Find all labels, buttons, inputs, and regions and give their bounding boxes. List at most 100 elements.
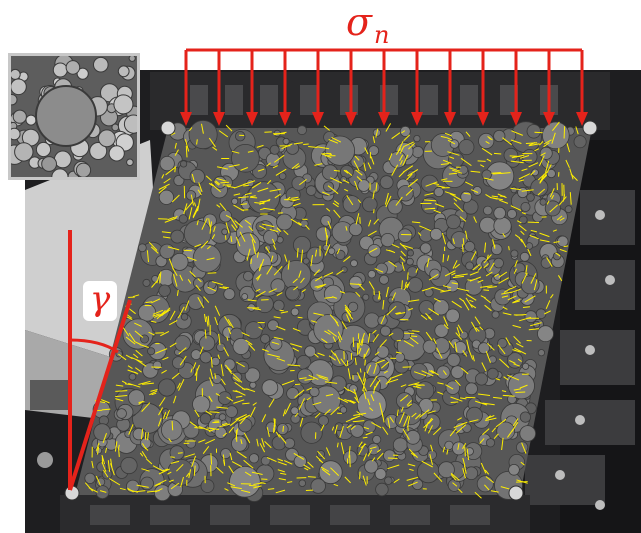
displacement-vector: [379, 339, 387, 348]
displacement-vector: [395, 312, 401, 315]
particle: [127, 389, 145, 407]
displacement-vector: [396, 409, 399, 416]
displacement-vector: [331, 426, 335, 431]
displacement-vector: [353, 388, 359, 400]
displacement-vector: [343, 169, 349, 174]
displacement-vector: [215, 393, 220, 397]
displacement-vector: [194, 409, 200, 418]
displacement-vector: [158, 186, 167, 194]
displacement-vector: [207, 286, 217, 292]
displacement-vector: [178, 347, 187, 355]
displacement-vector: [510, 288, 521, 294]
displacement-vector: [358, 339, 361, 349]
displacement-vector: [357, 283, 365, 291]
particle: [157, 378, 176, 397]
particle: [264, 244, 272, 252]
inset-particle: [98, 129, 116, 148]
displacement-vector: [280, 472, 287, 475]
displacement-vector: [376, 449, 382, 453]
particle: [286, 387, 300, 401]
load-arrowhead: [279, 112, 291, 126]
displacement-vector: [184, 139, 190, 152]
displacement-vector: [491, 172, 501, 174]
displacement-vector: [262, 348, 269, 352]
particle: [321, 164, 339, 181]
displacement-vector: [314, 353, 319, 358]
displacement-vector: [277, 461, 287, 466]
displacement-vector: [349, 399, 356, 404]
displacement-vector: [482, 428, 490, 436]
displacement-vector: [198, 182, 203, 193]
displacement-vector: [247, 150, 254, 153]
displacement-vector: [108, 477, 121, 486]
displacement-vector: [563, 245, 569, 248]
displacement-vector: [551, 194, 555, 200]
displacement-vector: [388, 260, 397, 268]
displacement-vector: [214, 181, 220, 186]
displacement-vector: [258, 258, 265, 272]
displacement-vector: [512, 300, 520, 304]
displacement-vector: [255, 290, 266, 298]
displacement-vector: [256, 438, 259, 447]
displacement-vector: [351, 415, 361, 420]
displacement-vector: [340, 442, 345, 455]
displacement-vector: [522, 306, 530, 308]
displacement-vector: [334, 424, 338, 434]
displacement-vector: [192, 362, 197, 369]
displacement-vector: [273, 336, 284, 340]
displacement-vector: [472, 264, 481, 271]
displacement-vector: [566, 143, 571, 153]
displacement-vector: [352, 337, 355, 348]
particle: [477, 342, 490, 355]
displacement-vector: [249, 233, 256, 244]
displacement-vector: [276, 292, 283, 297]
displacement-vector: [324, 296, 333, 299]
displacement-vector: [218, 333, 221, 346]
displacement-vector: [267, 353, 281, 358]
displacement-vector: [498, 277, 509, 284]
displacement-vector: [327, 329, 337, 337]
particle: [497, 338, 508, 349]
displacement-vector: [290, 218, 302, 226]
particle: [216, 342, 226, 353]
displacement-vector: [369, 407, 374, 412]
displacement-vector: [484, 304, 492, 312]
displacement-vector: [344, 304, 352, 313]
load-arrowhead: [312, 112, 324, 126]
load-arrowhead: [576, 112, 588, 126]
displacement-vector: [449, 167, 461, 172]
displacement-vector: [151, 320, 157, 323]
displacement-vector: [344, 188, 349, 192]
particle: [363, 312, 380, 329]
displacement-vector: [471, 189, 479, 193]
displacement-vector: [255, 274, 262, 280]
particle: [170, 252, 189, 271]
particle: [291, 176, 307, 191]
particle: [261, 379, 279, 396]
displacement-vector: [329, 177, 343, 184]
displacement-vector: [230, 216, 238, 229]
displacement-vector: [373, 364, 378, 374]
displacement-vector: [221, 422, 228, 426]
displacement-vector: [171, 372, 180, 380]
displacement-vector: [97, 446, 100, 455]
displacement-vector: [118, 353, 127, 361]
displacement-vector: [251, 471, 263, 475]
displacement-vector: [347, 399, 355, 404]
displacement-vector: [465, 297, 473, 308]
displacement-vector: [495, 418, 507, 428]
displacement-vector: [214, 305, 221, 316]
particle: [474, 372, 488, 386]
displacement-vector: [270, 255, 274, 262]
displacement-vector: [266, 427, 270, 437]
displacement-vector: [230, 486, 242, 490]
inset-particle: [12, 109, 27, 124]
displacement-vector: [354, 155, 360, 161]
displacement-vector: [125, 354, 133, 360]
displacement-vector: [448, 340, 455, 349]
displacement-vector: [152, 313, 160, 317]
displacement-vector: [256, 144, 264, 148]
displacement-vector: [201, 123, 204, 134]
displacement-vector: [274, 193, 281, 199]
displacement-vector: [363, 390, 367, 400]
